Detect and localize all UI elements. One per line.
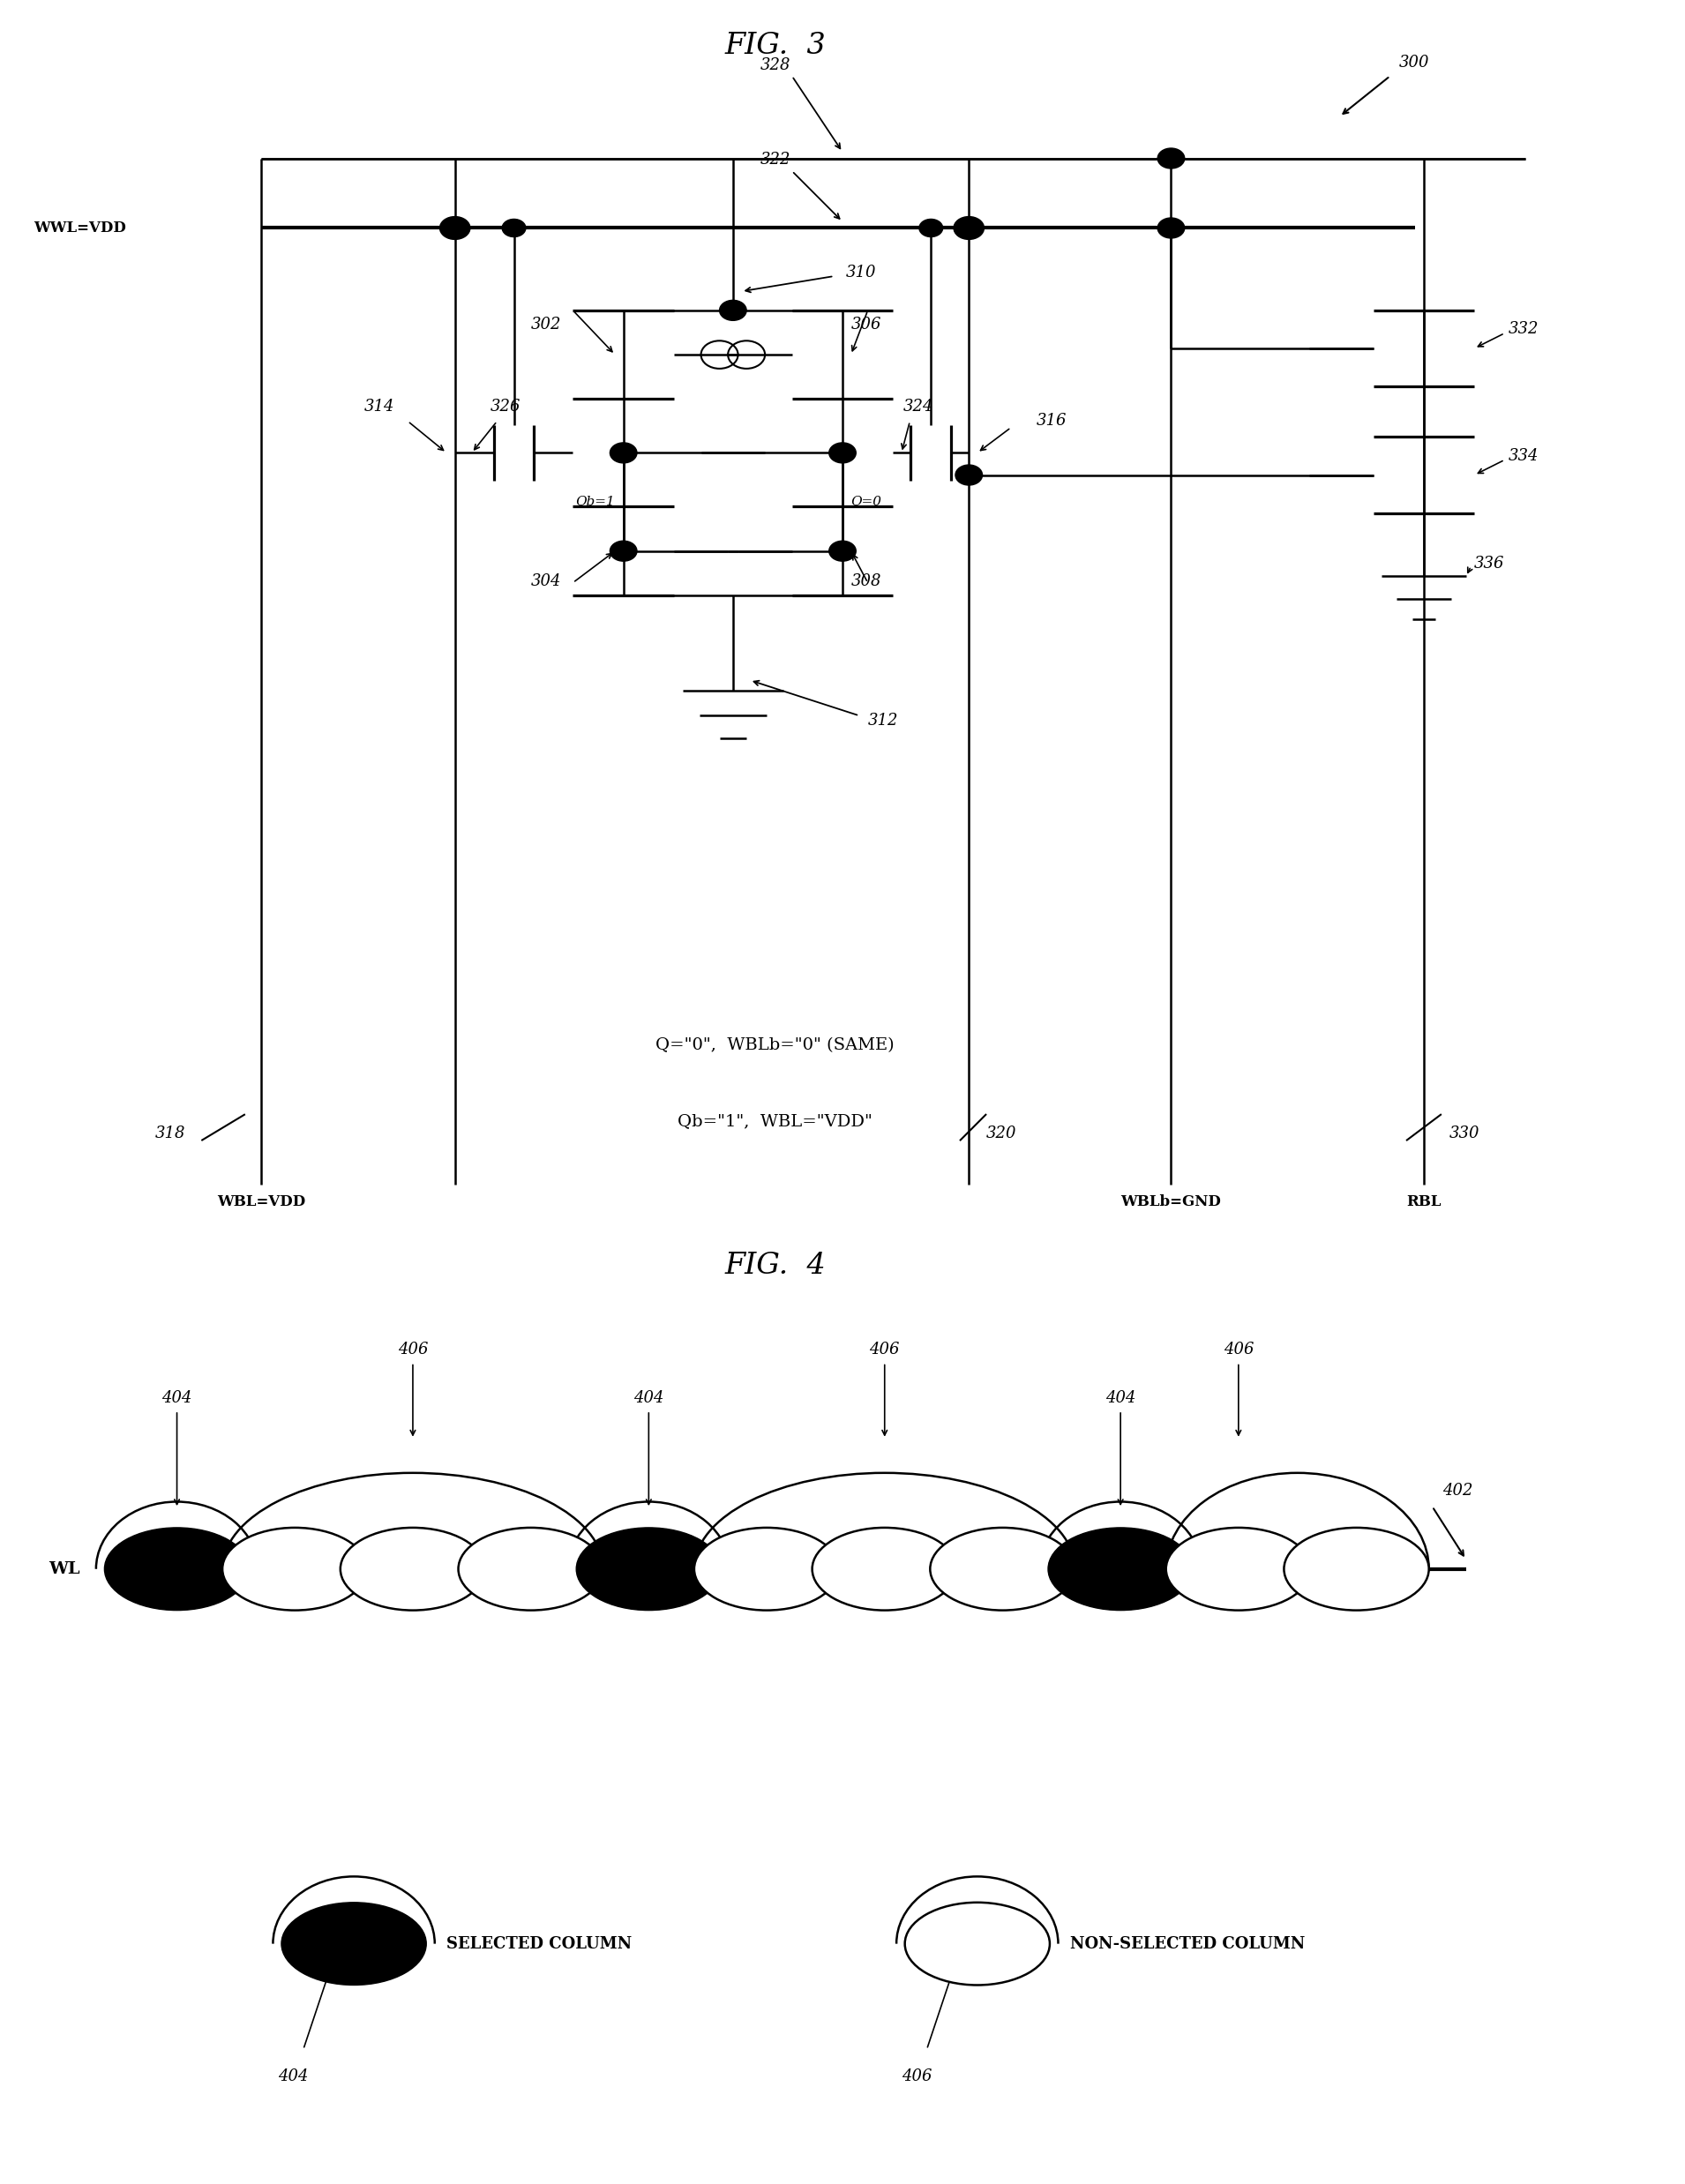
Text: 406: 406 [869,1341,900,1358]
Text: 326: 326 [490,400,521,415]
Text: 300: 300 [1399,55,1429,70]
Text: WBL=VDD: WBL=VDD [217,1195,305,1210]
Circle shape [930,1527,1075,1610]
Text: 404: 404 [1105,1389,1136,1406]
Text: Qb=1: Qb=1 [576,496,615,509]
Circle shape [222,1527,367,1610]
Text: WWL=VDD: WWL=VDD [34,221,126,236]
Circle shape [576,1527,721,1610]
Circle shape [955,465,982,485]
Text: 322: 322 [760,151,790,168]
Text: 404: 404 [278,2068,308,2084]
Text: 404: 404 [634,1389,664,1406]
Text: 404: 404 [162,1389,192,1406]
Text: 336: 336 [1474,555,1505,572]
Text: 310: 310 [846,264,876,280]
Circle shape [502,218,526,236]
Text: 308: 308 [851,572,881,590]
Text: 406: 406 [901,2068,932,2084]
Text: 406: 406 [398,1341,428,1358]
Circle shape [1158,149,1185,168]
Text: WBLb=GND: WBLb=GND [1121,1195,1222,1210]
Text: 304: 304 [531,572,561,590]
Circle shape [1048,1527,1193,1610]
Text: 332: 332 [1508,321,1538,336]
Text: SELECTED COLUMN: SELECTED COLUMN [447,1935,632,1952]
Circle shape [610,443,637,463]
Text: FIG.  4: FIG. 4 [725,1251,826,1280]
Circle shape [104,1527,249,1610]
Text: 406: 406 [1223,1341,1254,1358]
Circle shape [812,1527,957,1610]
Circle shape [281,1902,426,1985]
Circle shape [829,443,856,463]
Circle shape [1166,1527,1311,1610]
Text: 318: 318 [155,1125,185,1142]
Text: 306: 306 [851,317,881,332]
Circle shape [954,216,984,240]
Text: 328: 328 [760,57,790,74]
Text: NON-SELECTED COLUMN: NON-SELECTED COLUMN [1070,1935,1304,1952]
Circle shape [905,1902,1050,1985]
Circle shape [340,1527,485,1610]
Circle shape [694,1527,839,1610]
Circle shape [829,542,856,561]
Text: Qb="1",  WBL="VDD": Qb="1", WBL="VDD" [677,1114,873,1129]
Circle shape [920,218,942,236]
Text: 302: 302 [531,317,561,332]
Text: 324: 324 [903,400,933,415]
Text: 314: 314 [364,400,394,415]
Text: RBL: RBL [1407,1195,1441,1210]
Circle shape [1284,1527,1429,1610]
Text: Q="0",  WBLb="0" (SAME): Q="0", WBLb="0" (SAME) [655,1037,895,1053]
Text: 320: 320 [986,1125,1016,1142]
Circle shape [610,542,637,561]
Circle shape [1158,218,1185,238]
Text: 330: 330 [1449,1125,1479,1142]
Circle shape [458,1527,603,1610]
Text: FIG.  3: FIG. 3 [725,31,826,59]
Text: Q=0: Q=0 [851,496,881,509]
Text: 312: 312 [868,712,898,729]
Text: 402: 402 [1442,1483,1473,1498]
Circle shape [719,299,746,321]
Text: WL: WL [49,1562,79,1577]
Circle shape [440,216,470,240]
Text: 334: 334 [1508,448,1538,463]
Text: 316: 316 [1036,413,1067,428]
